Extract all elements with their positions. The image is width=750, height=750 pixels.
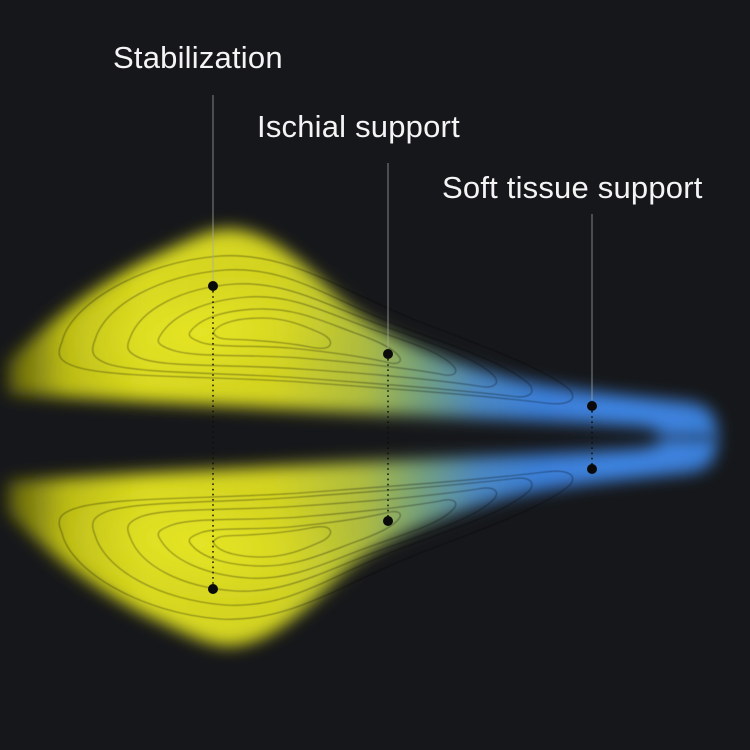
- label-soft-tissue-support: Soft tissue support: [442, 170, 703, 205]
- label-ischial-support: Ischial support: [257, 109, 460, 144]
- contour-lines: [58, 255, 574, 405]
- saddle-half-mirrored: [8, 438, 718, 647]
- label-stabilization: Stabilization: [113, 40, 283, 75]
- marker-dot-ischial-support-bottom: [383, 516, 393, 526]
- saddle-half: [8, 228, 718, 438]
- marker-dot-stabilization-bottom: [208, 584, 218, 594]
- marker-dot-stabilization-top: [208, 281, 218, 291]
- marker-dot-soft-tissue-support-top: [587, 401, 597, 411]
- annotation-layer: [208, 95, 597, 594]
- marker-dot-soft-tissue-support-bottom: [587, 464, 597, 474]
- marker-dot-ischial-support-top: [383, 349, 393, 359]
